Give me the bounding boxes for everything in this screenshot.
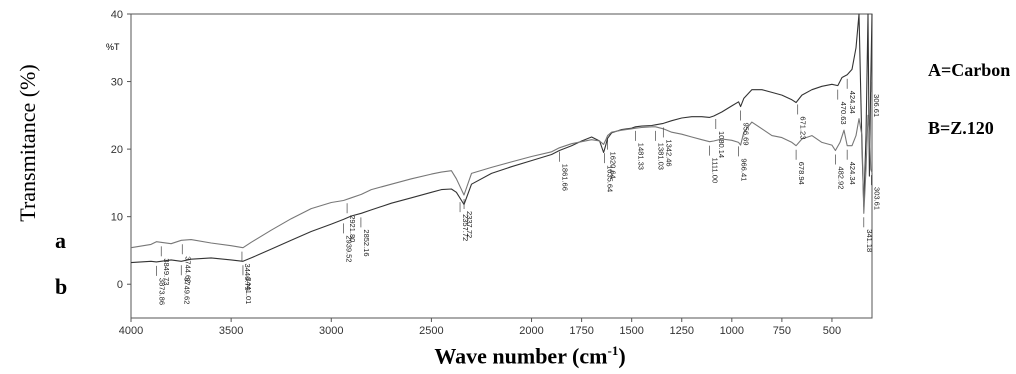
series-line-b (130, 114, 873, 249)
peak-label: 1342.46 (664, 139, 673, 166)
peak-label: 3441.01 (244, 277, 253, 304)
peak-label: 2357.72 (461, 214, 470, 241)
legend-entry-b: B=Z.120 (928, 118, 994, 138)
x-tick-label: 2000 (519, 325, 543, 337)
x-tick-label: 1000 (720, 325, 744, 337)
peak-label: 3873.86 (157, 278, 166, 305)
peak-label: 3849.73 (162, 258, 171, 285)
x-axis-label: Wave number (cm-1) (300, 343, 760, 369)
peak-label: 1381.03 (657, 143, 666, 170)
x-axis-label-tail: ) (618, 343, 626, 369)
peak-label: 1080.14 (717, 131, 726, 158)
peak-label: 1481.33 (636, 143, 645, 170)
series-label-a: a (55, 228, 66, 253)
peak-label: 424.34 (848, 91, 857, 114)
peak-label: 1635.64 (606, 165, 615, 192)
y-tick-label: 0 (117, 279, 123, 291)
peak-label: 3446.79 (243, 264, 252, 291)
peak-label: 1861.66 (560, 164, 569, 191)
peak-label: 2921.80 (348, 215, 357, 242)
series-label-b: b (55, 274, 68, 299)
peak-label: 2852.16 (362, 229, 371, 256)
peak-label: 678.94 (797, 162, 806, 185)
series-line-a (130, 13, 873, 264)
peak-label: 303.61 (872, 187, 881, 210)
legend-entry-a: A=Carbon (928, 60, 1011, 80)
x-tick-label: 3500 (219, 325, 243, 337)
peak-label: 3749.62 (182, 277, 191, 304)
plot-frame (130, 13, 873, 319)
peak-label: 1111.00 (711, 158, 720, 183)
y-unit-tag: %T (106, 42, 120, 52)
y-axis-label: Transmitance (%) (15, 64, 40, 222)
peak-label: 482.92 (836, 166, 845, 189)
x-tick-label: 1500 (619, 325, 643, 337)
peak-label: 2337.72 (465, 211, 474, 238)
y-tick-label: 40 (111, 9, 123, 21)
y-tick-label: 10 (111, 212, 123, 224)
peak-label: 2939.52 (344, 235, 353, 262)
peak-label: 3744.62 (183, 256, 192, 283)
peak-label: 956.69 (742, 123, 751, 146)
peak-label: 306.61 (872, 94, 881, 117)
peak-label: 1620.64 (609, 152, 618, 179)
x-tick-label: 1250 (670, 325, 694, 337)
peak-label: 966.41 (740, 158, 749, 181)
x-axis-label-text: Wave number (cm (434, 343, 608, 369)
y-tick-label: 30 (111, 77, 123, 89)
x-tick-label: 2500 (419, 325, 443, 337)
peak-label: 671.23 (799, 116, 808, 139)
peak-label: 341.18 (865, 229, 874, 252)
x-tick-label: 3000 (319, 325, 343, 337)
peak-label: 424.34 (848, 162, 857, 185)
peak-label: 470.63 (839, 102, 848, 125)
x-tick-label: 4000 (119, 325, 143, 337)
x-tick-label: 500 (823, 325, 841, 337)
x-tick-label: 750 (773, 325, 791, 337)
x-axis-label-exponent: -1 (607, 343, 619, 358)
x-tick-label: 1750 (569, 325, 593, 337)
y-tick-label: 20 (111, 144, 123, 156)
